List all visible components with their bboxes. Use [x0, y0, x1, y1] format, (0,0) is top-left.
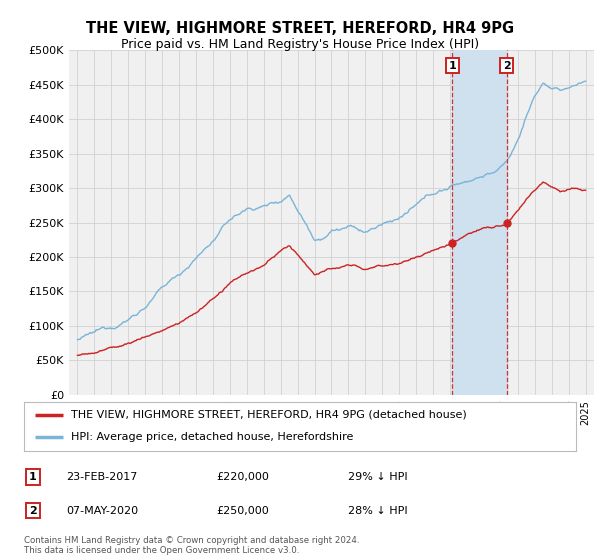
Text: 29% ↓ HPI: 29% ↓ HPI: [348, 472, 407, 482]
Text: 23-FEB-2017: 23-FEB-2017: [66, 472, 137, 482]
Bar: [452, 50, 507, 395]
Text: THE VIEW, HIGHMORE STREET, HEREFORD, HR4 9PG: THE VIEW, HIGHMORE STREET, HEREFORD, HR4…: [86, 21, 514, 36]
Text: 2: 2: [503, 60, 511, 71]
Text: Contains HM Land Registry data © Crown copyright and database right 2024.
This d: Contains HM Land Registry data © Crown c…: [24, 536, 359, 555]
Text: 1: 1: [29, 472, 37, 482]
Text: £250,000: £250,000: [216, 506, 269, 516]
Text: Price paid vs. HM Land Registry's House Price Index (HPI): Price paid vs. HM Land Registry's House …: [121, 38, 479, 50]
Text: 07-MAY-2020: 07-MAY-2020: [66, 506, 138, 516]
Text: 2: 2: [29, 506, 37, 516]
Text: £220,000: £220,000: [216, 472, 269, 482]
Text: 1: 1: [449, 60, 456, 71]
Text: HPI: Average price, detached house, Herefordshire: HPI: Average price, detached house, Here…: [71, 432, 353, 442]
Text: 28% ↓ HPI: 28% ↓ HPI: [348, 506, 407, 516]
Text: THE VIEW, HIGHMORE STREET, HEREFORD, HR4 9PG (detached house): THE VIEW, HIGHMORE STREET, HEREFORD, HR4…: [71, 410, 467, 420]
